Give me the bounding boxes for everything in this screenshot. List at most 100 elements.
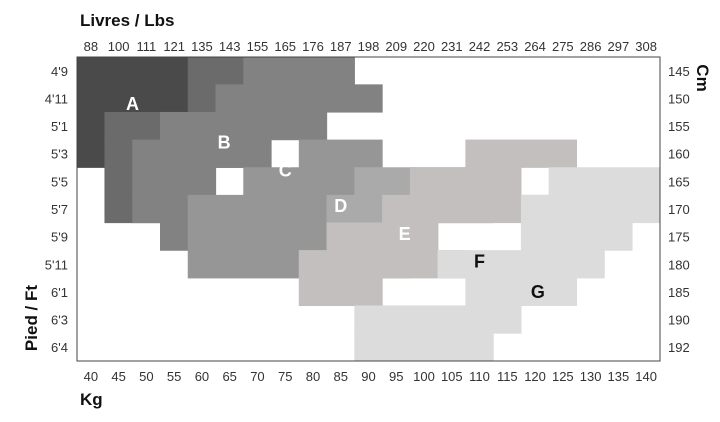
lbs-tick-label: 297	[608, 39, 630, 54]
cm-tick-label: 192	[668, 340, 690, 355]
zone-c-cell	[132, 194, 189, 224]
kg-tick-label: 80	[306, 369, 320, 384]
kg-tick-label: 130	[580, 369, 602, 384]
cm-tick-label: 175	[668, 230, 690, 245]
ft-axis-title: Pied / Ft	[22, 285, 41, 351]
zone-c-cell	[215, 84, 383, 113]
ft-tick-label: 5'7	[51, 202, 68, 217]
zone-g-cell	[548, 167, 661, 196]
kg-tick-label: 60	[195, 369, 209, 384]
ft-tick-label: 5'5	[51, 174, 68, 189]
lbs-tick-label: 242	[469, 39, 491, 54]
lbs-tick-label: 135	[191, 39, 213, 54]
zone-d-cell	[243, 167, 355, 196]
zone-d-cell	[298, 139, 383, 168]
kg-tick-label: 125	[552, 369, 574, 384]
zone-a-cell	[76, 139, 106, 168]
lbs-tick-label: 165	[274, 39, 296, 54]
zone-g-cell	[354, 305, 522, 334]
lbs-axis-title: Livres / Lbs	[80, 11, 174, 30]
kg-tick-label: 45	[111, 369, 125, 384]
cm-axis-title: Cm	[693, 64, 712, 91]
kg-tick-labels: 40 45 50 55 60 65 70 75 80 85 90 95 100 105 110 115 120 1…	[84, 369, 657, 384]
kg-axis-title: Kg	[80, 390, 103, 409]
ft-tick-label: 6'4	[51, 340, 68, 355]
lbs-tick-label: 253	[496, 39, 518, 54]
kg-tick-label: 110	[469, 369, 490, 384]
zone-f-cell	[409, 167, 522, 196]
kg-tick-label: 90	[361, 369, 375, 384]
ft-tick-label: 4'11	[45, 91, 68, 106]
lbs-tick-label: 88	[84, 39, 98, 54]
ft-tick-labels: 4'9 4'11 5'1 5'3 5'5 5'7 5'9 5'11 6'1 6'3 6'4	[45, 64, 68, 355]
lbs-tick-label: 155	[247, 39, 269, 54]
kg-tick-label: 135	[608, 369, 630, 384]
cm-tick-label: 180	[668, 257, 690, 272]
zone-c-cell	[132, 167, 217, 196]
zone-f-cell	[326, 222, 439, 251]
kg-tick-label: 115	[497, 369, 518, 384]
kg-tick-label: 95	[389, 369, 403, 384]
ft-tick-label: 5'9	[51, 230, 68, 245]
cm-tick-label: 165	[668, 174, 690, 189]
lbs-tick-label: 121	[163, 39, 185, 54]
zone-f-cell	[465, 139, 578, 168]
lbs-tick-label: 275	[552, 39, 574, 54]
lbs-tick-label: 176	[302, 39, 324, 54]
zone-label-b: B	[218, 133, 231, 153]
zone-label-g: G	[531, 282, 545, 302]
ft-tick-label: 6'3	[51, 313, 68, 328]
kg-tick-label: 75	[278, 369, 292, 384]
zone-labels: A B C D E F G	[126, 94, 545, 302]
kg-tick-label: 40	[84, 369, 98, 384]
zone-g-cell	[437, 250, 605, 279]
cm-tick-labels: 145 150 155 160 165 170 175 180 185 190 192	[668, 64, 690, 355]
lbs-tick-label: 220	[413, 39, 435, 54]
zone-label-d: D	[334, 196, 347, 216]
lbs-tick-label: 286	[580, 39, 602, 54]
zone-g-cell	[520, 194, 661, 224]
zone-f-cell	[298, 277, 383, 307]
cm-tick-label: 160	[668, 147, 690, 162]
ft-tick-label: 5'1	[51, 119, 68, 134]
lbs-tick-label: 100	[108, 39, 130, 54]
kg-tick-label: 70	[250, 369, 264, 384]
lbs-tick-label: 308	[635, 39, 657, 54]
cm-tick-label: 150	[668, 91, 690, 106]
kg-tick-label: 50	[139, 369, 153, 384]
lbs-tick-label: 187	[330, 39, 352, 54]
zone-cells	[76, 56, 661, 362]
zone-g-cell	[465, 277, 578, 307]
chart-frame	[76, 56, 661, 362]
lbs-tick-label: 231	[441, 39, 463, 54]
cm-tick-label: 145	[668, 64, 690, 79]
kg-tick-label: 55	[167, 369, 181, 384]
cm-tick-label: 170	[668, 202, 690, 217]
kg-tick-label: 120	[524, 369, 546, 384]
kg-tick-label: 65	[222, 369, 236, 384]
ft-tick-label: 6'1	[51, 285, 68, 300]
cm-tick-label: 185	[668, 285, 690, 300]
ft-tick-label: 5'11	[45, 257, 68, 272]
cm-tick-label: 155	[668, 119, 690, 134]
kg-tick-label: 100	[413, 369, 435, 384]
zone-label-c: C	[279, 160, 292, 180]
zone-label-a: A	[126, 94, 139, 114]
lbs-tick-label: 264	[524, 39, 546, 54]
lbs-tick-label: 209	[385, 39, 407, 54]
zone-label-e: E	[399, 224, 411, 244]
lbs-tick-label: 198	[358, 39, 380, 54]
zone-g-cell	[520, 222, 633, 251]
zone-c-cell	[159, 111, 328, 141]
lbs-tick-label: 111	[137, 39, 157, 54]
zone-g-cell	[354, 333, 494, 362]
zone-d-cell	[187, 222, 328, 251]
kg-tick-label: 140	[635, 369, 657, 384]
kg-tick-label: 85	[334, 369, 348, 384]
cm-tick-label: 190	[668, 313, 690, 328]
lbs-tick-labels: 88 100 111 121 135 143 155 165 176 187 198 209 220 23…	[84, 39, 657, 54]
zone-c-cell	[243, 56, 355, 85]
ft-tick-label: 4'9	[51, 64, 68, 79]
zone-c-cell	[132, 139, 272, 168]
